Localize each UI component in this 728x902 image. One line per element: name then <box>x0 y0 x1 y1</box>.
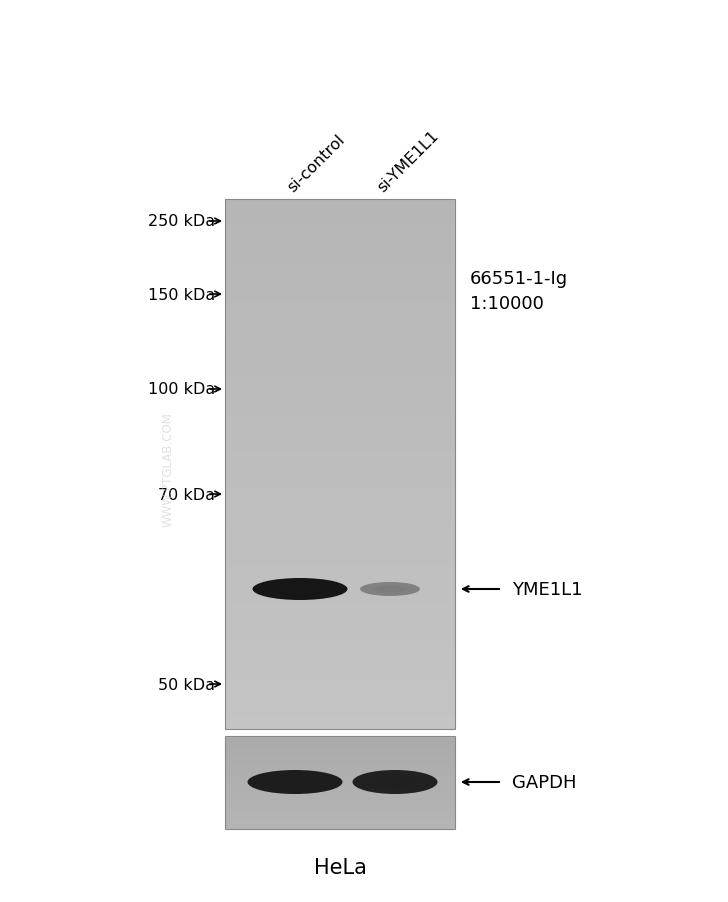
Text: 66551-1-Ig
1:10000: 66551-1-Ig 1:10000 <box>470 270 568 313</box>
Text: si-YME1L1: si-YME1L1 <box>374 128 441 195</box>
Text: si-control: si-control <box>285 132 347 195</box>
Text: 70 kDa: 70 kDa <box>158 487 215 502</box>
Text: 100 kDa: 100 kDa <box>148 382 215 397</box>
Ellipse shape <box>352 770 438 794</box>
Ellipse shape <box>274 584 326 594</box>
Ellipse shape <box>360 583 420 596</box>
Ellipse shape <box>253 578 347 601</box>
Text: HeLa: HeLa <box>314 857 366 877</box>
Text: 250 kDa: 250 kDa <box>148 215 215 229</box>
Text: WWW.PTGLAB.COM: WWW.PTGLAB.COM <box>162 412 175 527</box>
Text: GAPDH: GAPDH <box>512 773 577 791</box>
Bar <box>225 736 455 829</box>
Ellipse shape <box>269 777 321 787</box>
Ellipse shape <box>248 770 342 794</box>
Text: YME1L1: YME1L1 <box>512 580 582 598</box>
Text: 150 kDa: 150 kDa <box>148 287 215 302</box>
Bar <box>225 199 455 729</box>
Ellipse shape <box>371 777 419 787</box>
Ellipse shape <box>373 586 406 593</box>
Text: 50 kDa: 50 kDa <box>158 676 215 692</box>
